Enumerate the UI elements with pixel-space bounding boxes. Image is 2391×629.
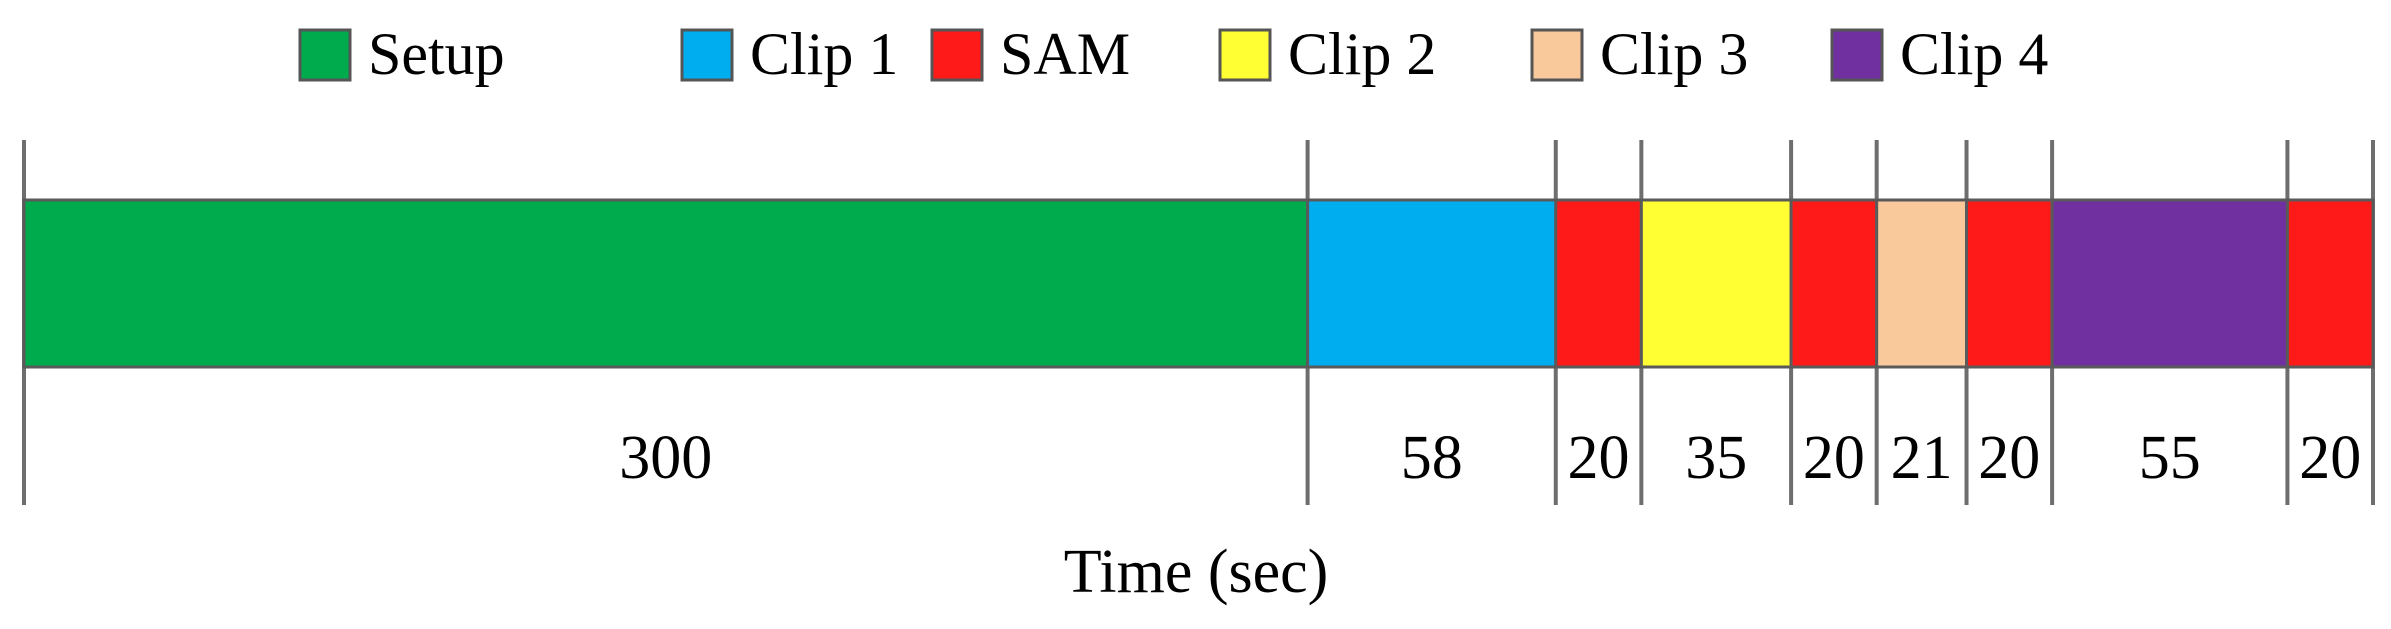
segment-clip-1 [1306,198,1558,369]
segment-clip-3 [1875,198,1969,369]
timeline-bar [22,198,2375,369]
duration-label: 55 [2139,424,2201,492]
legend-item-clip-4: Clip 4 [1830,21,2048,87]
duration-label: 20 [1568,424,1630,492]
legend: Setup Clip 1 SAM Clip 2 Clip 3 Clip 4 [298,21,2048,87]
duration-label: 35 [1685,424,1747,492]
duration-label: 20 [1978,424,2040,492]
duration-label: 300 [619,424,712,492]
legend-label: Clip 2 [1288,21,1436,87]
legend-label: Clip 4 [1900,21,2048,87]
segment-sam [1965,198,2054,369]
legend-label: SAM [1000,21,1130,87]
duration-labels: 300 58 20 35 20 21 20 55 20 [619,424,2361,492]
legend-swatch [1530,28,1584,82]
x-axis-label: Time (sec) [1064,538,1329,606]
duration-label: 20 [1803,424,1865,492]
legend-item-clip-3: Clip 3 [1530,21,1748,87]
segment-clip-4 [2050,198,2289,369]
segment-sam [1789,198,1879,369]
duration-label: 58 [1401,424,1463,492]
legend-item-sam: SAM [930,21,1130,87]
segment-setup [22,198,1310,369]
legend-swatch [1218,28,1272,82]
duration-label: 21 [1891,424,1953,492]
legend-label: Clip 1 [750,21,898,87]
segment-sam [2285,198,2375,369]
segment-clip-2 [1639,198,1793,369]
legend-label: Clip 3 [1600,21,1748,87]
segment-sam [1554,198,1643,369]
legend-swatch [1830,28,1884,82]
duration-label: 20 [2299,424,2361,492]
legend-swatch [298,28,352,82]
legend-item-clip-1: Clip 1 [680,21,898,87]
legend-item-setup: Setup [298,21,505,87]
legend-item-clip-2: Clip 2 [1218,21,1436,87]
legend-swatch [930,28,984,82]
legend-label: Setup [368,21,505,87]
legend-swatch [680,28,734,82]
